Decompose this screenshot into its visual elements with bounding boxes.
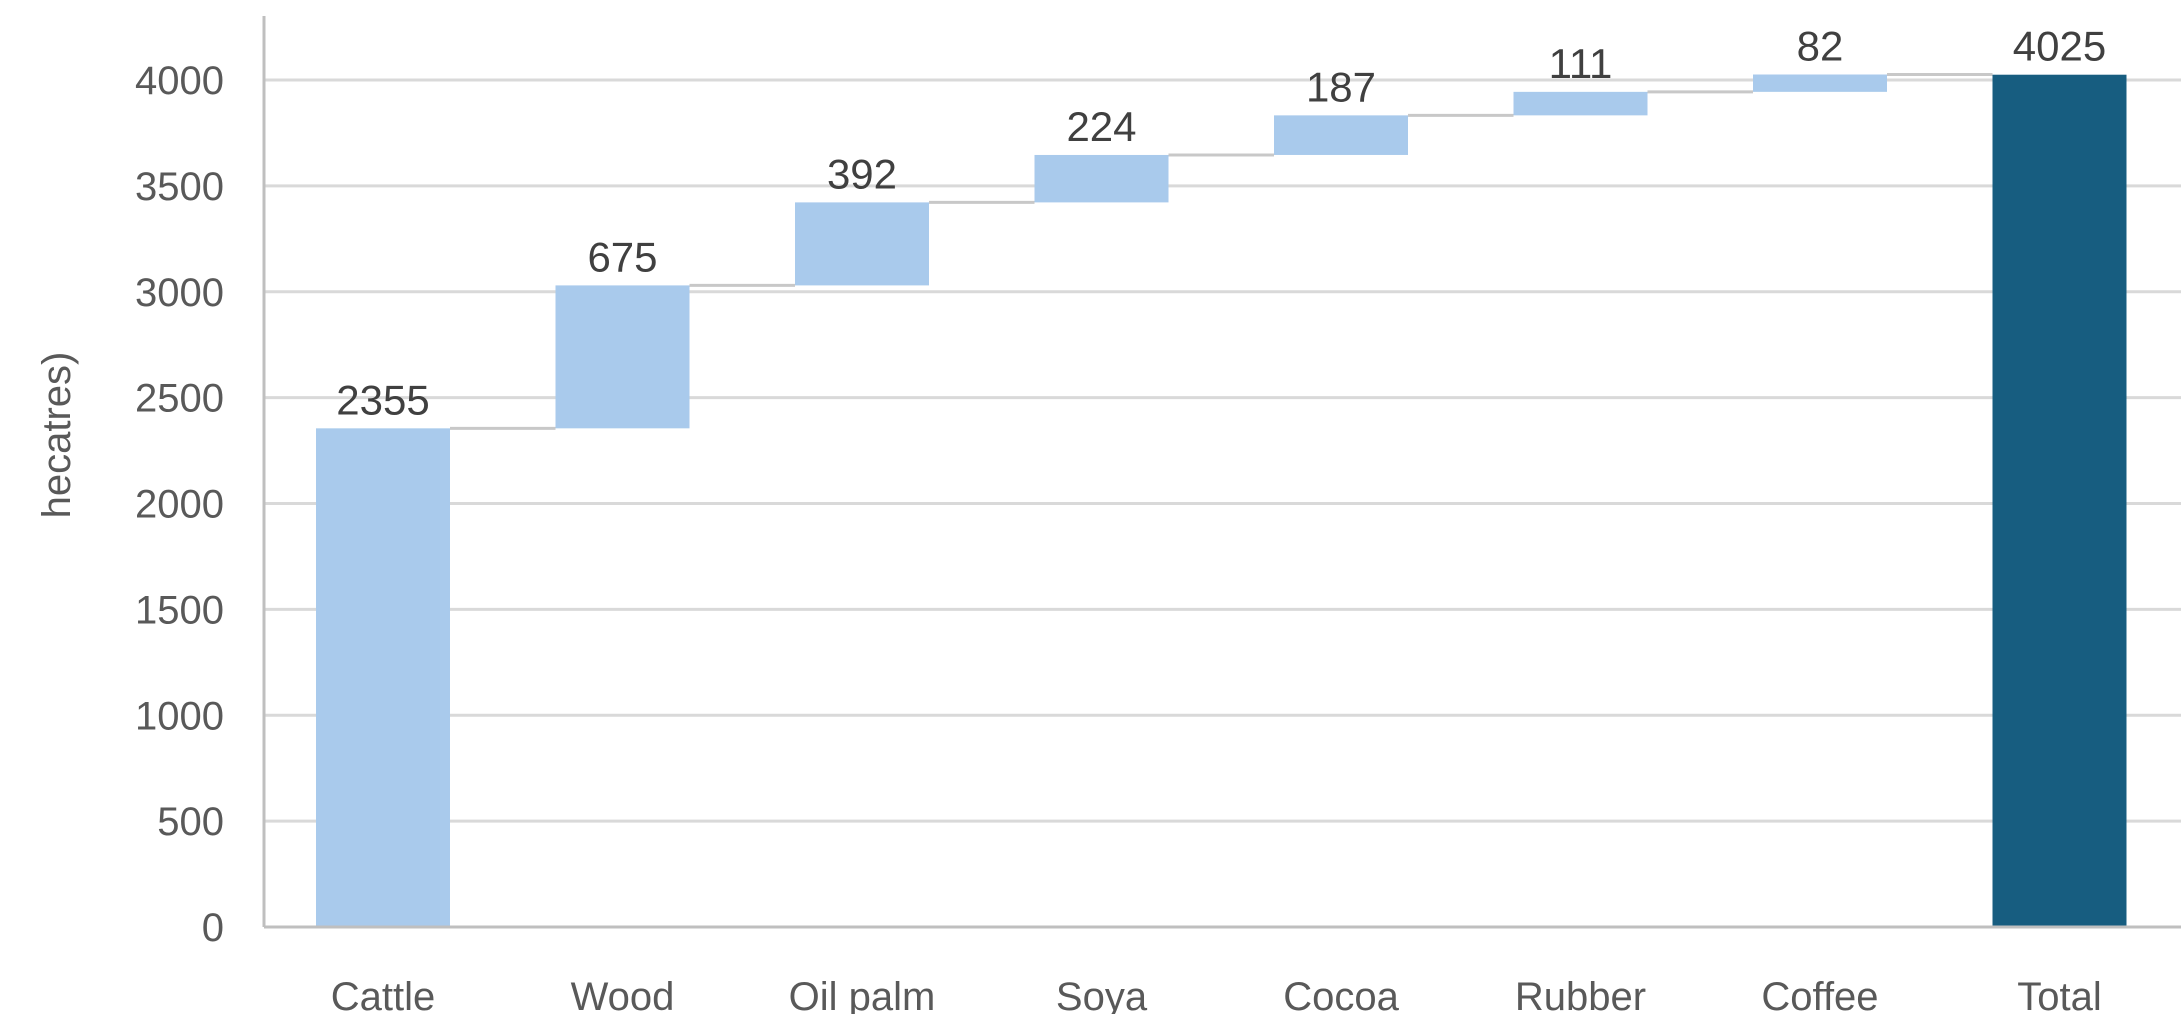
gridlines <box>264 78 2181 823</box>
y-tick-label: 4000 <box>135 59 224 103</box>
x-category-label: Total <box>2017 975 2102 1014</box>
x-category-label: Cattle <box>331 975 436 1014</box>
x-category-label: Rubber <box>1515 975 1646 1014</box>
bar-increase <box>555 285 690 429</box>
bar-total <box>1992 74 2127 928</box>
data-label: 111 <box>1549 40 1613 87</box>
data-label: 187 <box>1306 63 1376 110</box>
bar-increase <box>1753 74 1887 92</box>
data-label: 224 <box>1066 103 1136 150</box>
x-category-label: Soya <box>1056 975 1148 1014</box>
y-axis-ticks: 0 500 1000 1500 2000 2500 3000 3500 4000 <box>135 59 224 950</box>
bar-increase <box>1034 154 1169 203</box>
data-label: 392 <box>827 150 897 197</box>
y-tick-label: 2500 <box>135 377 224 421</box>
y-tick-label: 500 <box>157 800 224 844</box>
y-tick-label: 1500 <box>135 588 224 632</box>
bar-increase <box>1274 115 1408 155</box>
bar-increase <box>316 428 450 927</box>
data-label: 2355 <box>336 376 429 423</box>
x-category-label: Cocoa <box>1283 975 1399 1014</box>
y-axis-title: hecatres) <box>35 352 79 519</box>
x-category-label: Coffee <box>1761 975 1878 1014</box>
y-tick-label: 0 <box>202 906 224 950</box>
x-axis-labels: Cattle Wood Oil palm Soya Cocoa Rubber Coffee T… <box>331 975 2102 1014</box>
y-tick-label: 3000 <box>135 271 224 315</box>
x-category-label: Oil palm <box>789 975 936 1014</box>
y-tick-label: 1000 <box>135 694 224 738</box>
bar-increase <box>1513 91 1648 116</box>
y-tick-label: 2000 <box>135 483 224 527</box>
bars <box>316 74 2127 928</box>
connector-lines <box>450 72 1993 430</box>
x-category-label: Wood <box>571 975 675 1014</box>
data-label: 675 <box>587 233 657 280</box>
y-tick-label: 3500 <box>135 165 224 209</box>
data-label: 4025 <box>2013 23 2106 70</box>
bar-increase <box>795 202 929 286</box>
data-label: 82 <box>1797 22 1844 69</box>
data-labels: 2355 675 392 224 187 111 82 4025 <box>336 22 2106 423</box>
